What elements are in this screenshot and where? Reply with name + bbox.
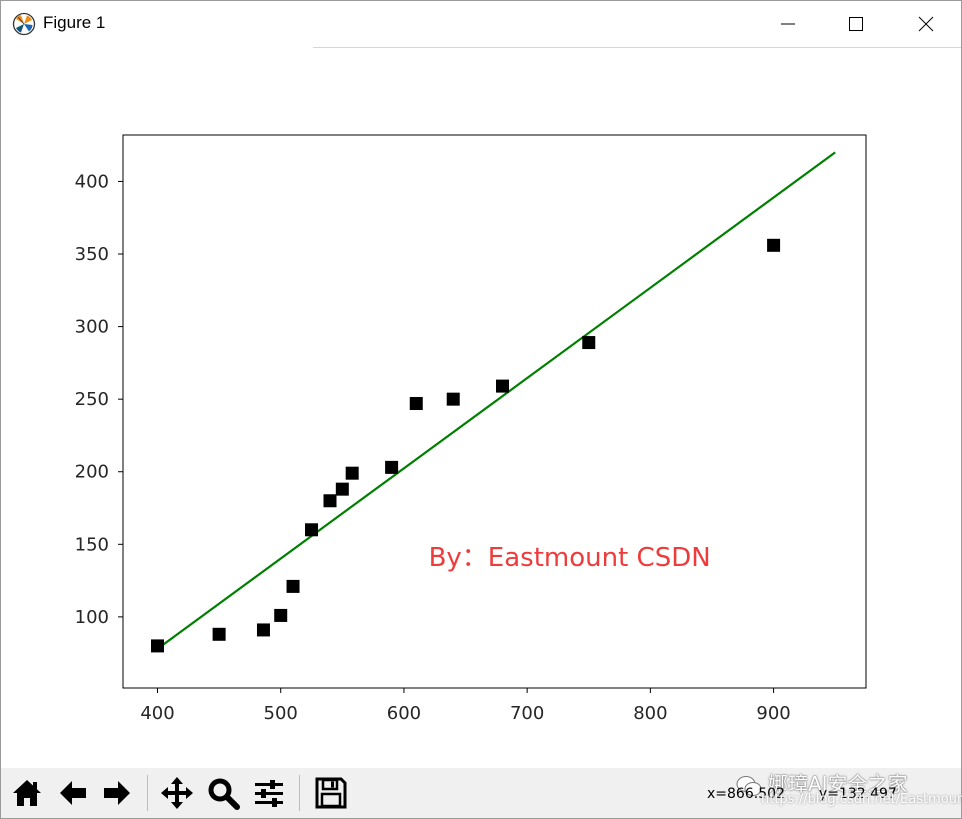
navigation-toolbar: 娜璋AI安全之家 x=866.502 y=132.497 https://blog… [1, 768, 962, 818]
plot-svg[interactable]: 400 500 600 700 800 900 100 150 200 250 300 350 400… [1, 48, 961, 768]
scatter-point [274, 608, 288, 622]
y-tick-label: 250 [75, 389, 109, 410]
x-tick-label: 600 [387, 703, 421, 724]
sliders-icon [255, 780, 283, 807]
scatter-point [335, 482, 349, 496]
matplotlib-logo-icon [12, 12, 36, 36]
figure-canvas[interactable]: 400 500 600 700 800 900 100 150 200 250 300 350 400… [1, 48, 961, 768]
y-readout: y=132.497 [818, 786, 897, 802]
maximize-icon [849, 17, 863, 31]
arrow-right-icon [104, 781, 130, 805]
arrow-left-icon [60, 781, 86, 805]
x-tick-label: 500 [264, 703, 298, 724]
floppy-icon [315, 777, 347, 809]
window-title: Figure 1 [43, 13, 106, 32]
x-tick-label: 400 [140, 703, 174, 724]
y-tick-label: 350 [75, 244, 109, 265]
scatter-point [212, 627, 226, 641]
minimize-button[interactable] [765, 1, 811, 47]
watermark-url: https://blog.csdn.net/Eastmount [761, 792, 962, 807]
title-bar[interactable]: Figure 1 [1, 1, 961, 48]
y-tick-label: 300 [75, 317, 109, 338]
x-tick-label: 700 [510, 703, 544, 724]
minimize-icon [781, 23, 795, 25]
x-tick-label: 800 [633, 703, 667, 724]
configure-subplots-button[interactable] [249, 773, 289, 813]
axes-frame [122, 134, 867, 689]
home-button[interactable] [7, 773, 47, 813]
forward-button[interactable] [97, 773, 137, 813]
watermark-brand: 娜璋AI安全之家 [736, 768, 908, 797]
home-icon [13, 780, 41, 806]
pan-button[interactable] [157, 773, 197, 813]
scatter-point [385, 460, 399, 474]
scatter-point [151, 639, 165, 653]
scatter-point [323, 494, 337, 508]
scatter-point [767, 238, 781, 252]
y-tick-label: 150 [75, 534, 109, 555]
zoom-button[interactable] [203, 773, 243, 813]
close-button[interactable] [903, 1, 949, 47]
cursor-readout: x=866.502 y=132.497 [707, 786, 931, 802]
scatter-point [305, 523, 319, 537]
scatter-point [496, 379, 510, 393]
move-icon [161, 777, 193, 809]
y-tick-label: 200 [75, 462, 109, 483]
magnifier-icon [208, 778, 240, 810]
scatter-point [286, 579, 300, 593]
wechat-icon [736, 775, 762, 796]
scatter-point [446, 392, 460, 406]
toolbar-separator [299, 775, 300, 811]
y-tick-label: 100 [75, 607, 109, 628]
title-divider [313, 47, 961, 48]
regression-line [156, 151, 836, 650]
scatter-point [582, 336, 596, 350]
maximize-button[interactable] [833, 1, 879, 47]
scatter-point [409, 397, 423, 411]
back-button[interactable] [53, 773, 93, 813]
chart-annotation: By：Eastmount CSDN [429, 543, 711, 573]
toolbar-separator [147, 775, 148, 811]
x-readout: x=866.502 [707, 786, 785, 802]
scatter-point [256, 623, 270, 637]
x-tick-label: 900 [756, 703, 790, 724]
y-tick-label: 400 [75, 171, 109, 192]
save-button[interactable] [311, 773, 351, 813]
watermark-brand-text: 娜璋AI安全之家 [768, 772, 908, 796]
close-icon [918, 16, 934, 32]
scatter-point [345, 466, 359, 480]
